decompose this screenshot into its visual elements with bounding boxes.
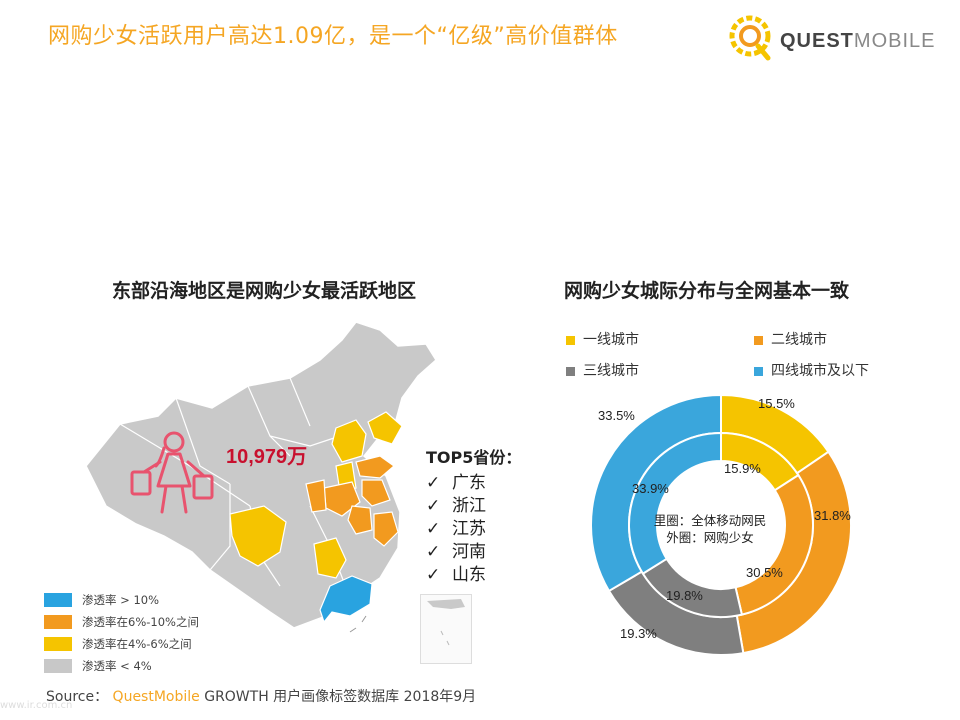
logo-icon [729,15,771,61]
inner-ring-slice-4 [628,431,722,576]
inner-label-tier4: 33.9% [632,481,669,496]
map-legend-low: 渗透率在4%-6%之间 [44,636,224,654]
check-icon: ✓ [426,473,441,493]
page-title: 网购少女活跃用户高达1.09亿，是一个“亿级”高价值群体 [48,24,618,49]
outer-ring-note: 外圈：网购少女 [666,530,754,545]
questmobile-logo: QUESTMOBILE [728,12,934,68]
top5-item: ✓ 河南 [426,542,486,562]
province-hunan [313,537,347,579]
province-zhejiang [373,511,399,547]
top5-item: ✓ 山东 [426,565,486,585]
map-legend-mid: 渗透率在6%-10%之间 [44,614,224,632]
city-tier-donut-chart [590,393,852,656]
legend-swatch [44,659,72,673]
province-sichuan [229,505,287,567]
top5-item: ✓ 广东 [426,473,486,493]
logo-text-bold: QUEST [780,30,854,52]
top5-item: ✓ 浙江 [426,496,486,516]
province-jiangsu [361,479,391,507]
province-anhui [347,505,373,535]
outer-label-tier1: 15.5% [758,396,795,411]
logo-text-light: MOBILE [853,30,936,52]
map-section-title: 东部沿海地区是网购少女最活跃地区 [112,280,417,302]
donut-section-title: 网购少女城际分布与全网基本一致 [564,280,850,302]
map-legend-high: 渗透率 > 10% [44,592,224,610]
source-note: Source： QuestMobile GROWTH 用户画像标签数据库 201… [46,689,477,705]
top5-item: ✓ 江苏 [426,519,486,539]
total-active-users: 10,979万 [226,446,308,468]
province-shandong [355,455,395,479]
shopping-girl-icon [130,431,214,514]
legend-swatch [44,637,72,651]
inner-label-tier2: 30.5% [746,565,783,580]
top5-title: TOP5省份： [426,448,522,467]
donut-center-note: 里圈：全体移动网民 外圈：网购少女 [640,512,780,546]
check-icon: ✓ [426,542,441,562]
outer-label-tier2: 31.8% [814,508,851,523]
watermark-url: www.ir.com.cn [0,700,73,711]
south-china-sea-inset [420,594,472,664]
nine-dash-line [349,615,367,633]
outer-label-tier3: 19.3% [620,626,657,641]
legend-swatch [44,615,72,629]
source-brand: QuestMobile [112,689,200,705]
legend-swatch [44,593,72,607]
outer-label-tier4: 33.5% [598,408,635,423]
inner-label-tier3: 19.8% [666,588,703,603]
check-icon: ✓ [426,519,441,539]
top5-provinces: TOP5省份： ✓ 广东 ✓ 浙江 ✓ 江苏 ✓ 河南 ✓ 山东 [426,444,521,587]
province-shaanxi [305,479,327,513]
province-guangdong [319,575,373,624]
inner-label-tier1: 15.9% [724,461,761,476]
donut-legend-tier3: 三线城市 [566,362,639,380]
check-icon: ✓ [426,496,441,516]
check-icon: ✓ [426,565,441,585]
china-penetration-map [85,321,437,633]
province-hebei-region [331,419,367,463]
province-liaoning [367,411,403,445]
donut-legend-tier2: 二线城市 [754,331,827,349]
map-legend-lowest: 渗透率 < 4% [44,658,224,676]
donut-legend-tier1: 一线城市 [566,331,639,349]
donut-legend-tier4: 四线城市及以下 [754,362,869,380]
inner-ring-note: 里圈：全体移动网民 [653,513,767,528]
